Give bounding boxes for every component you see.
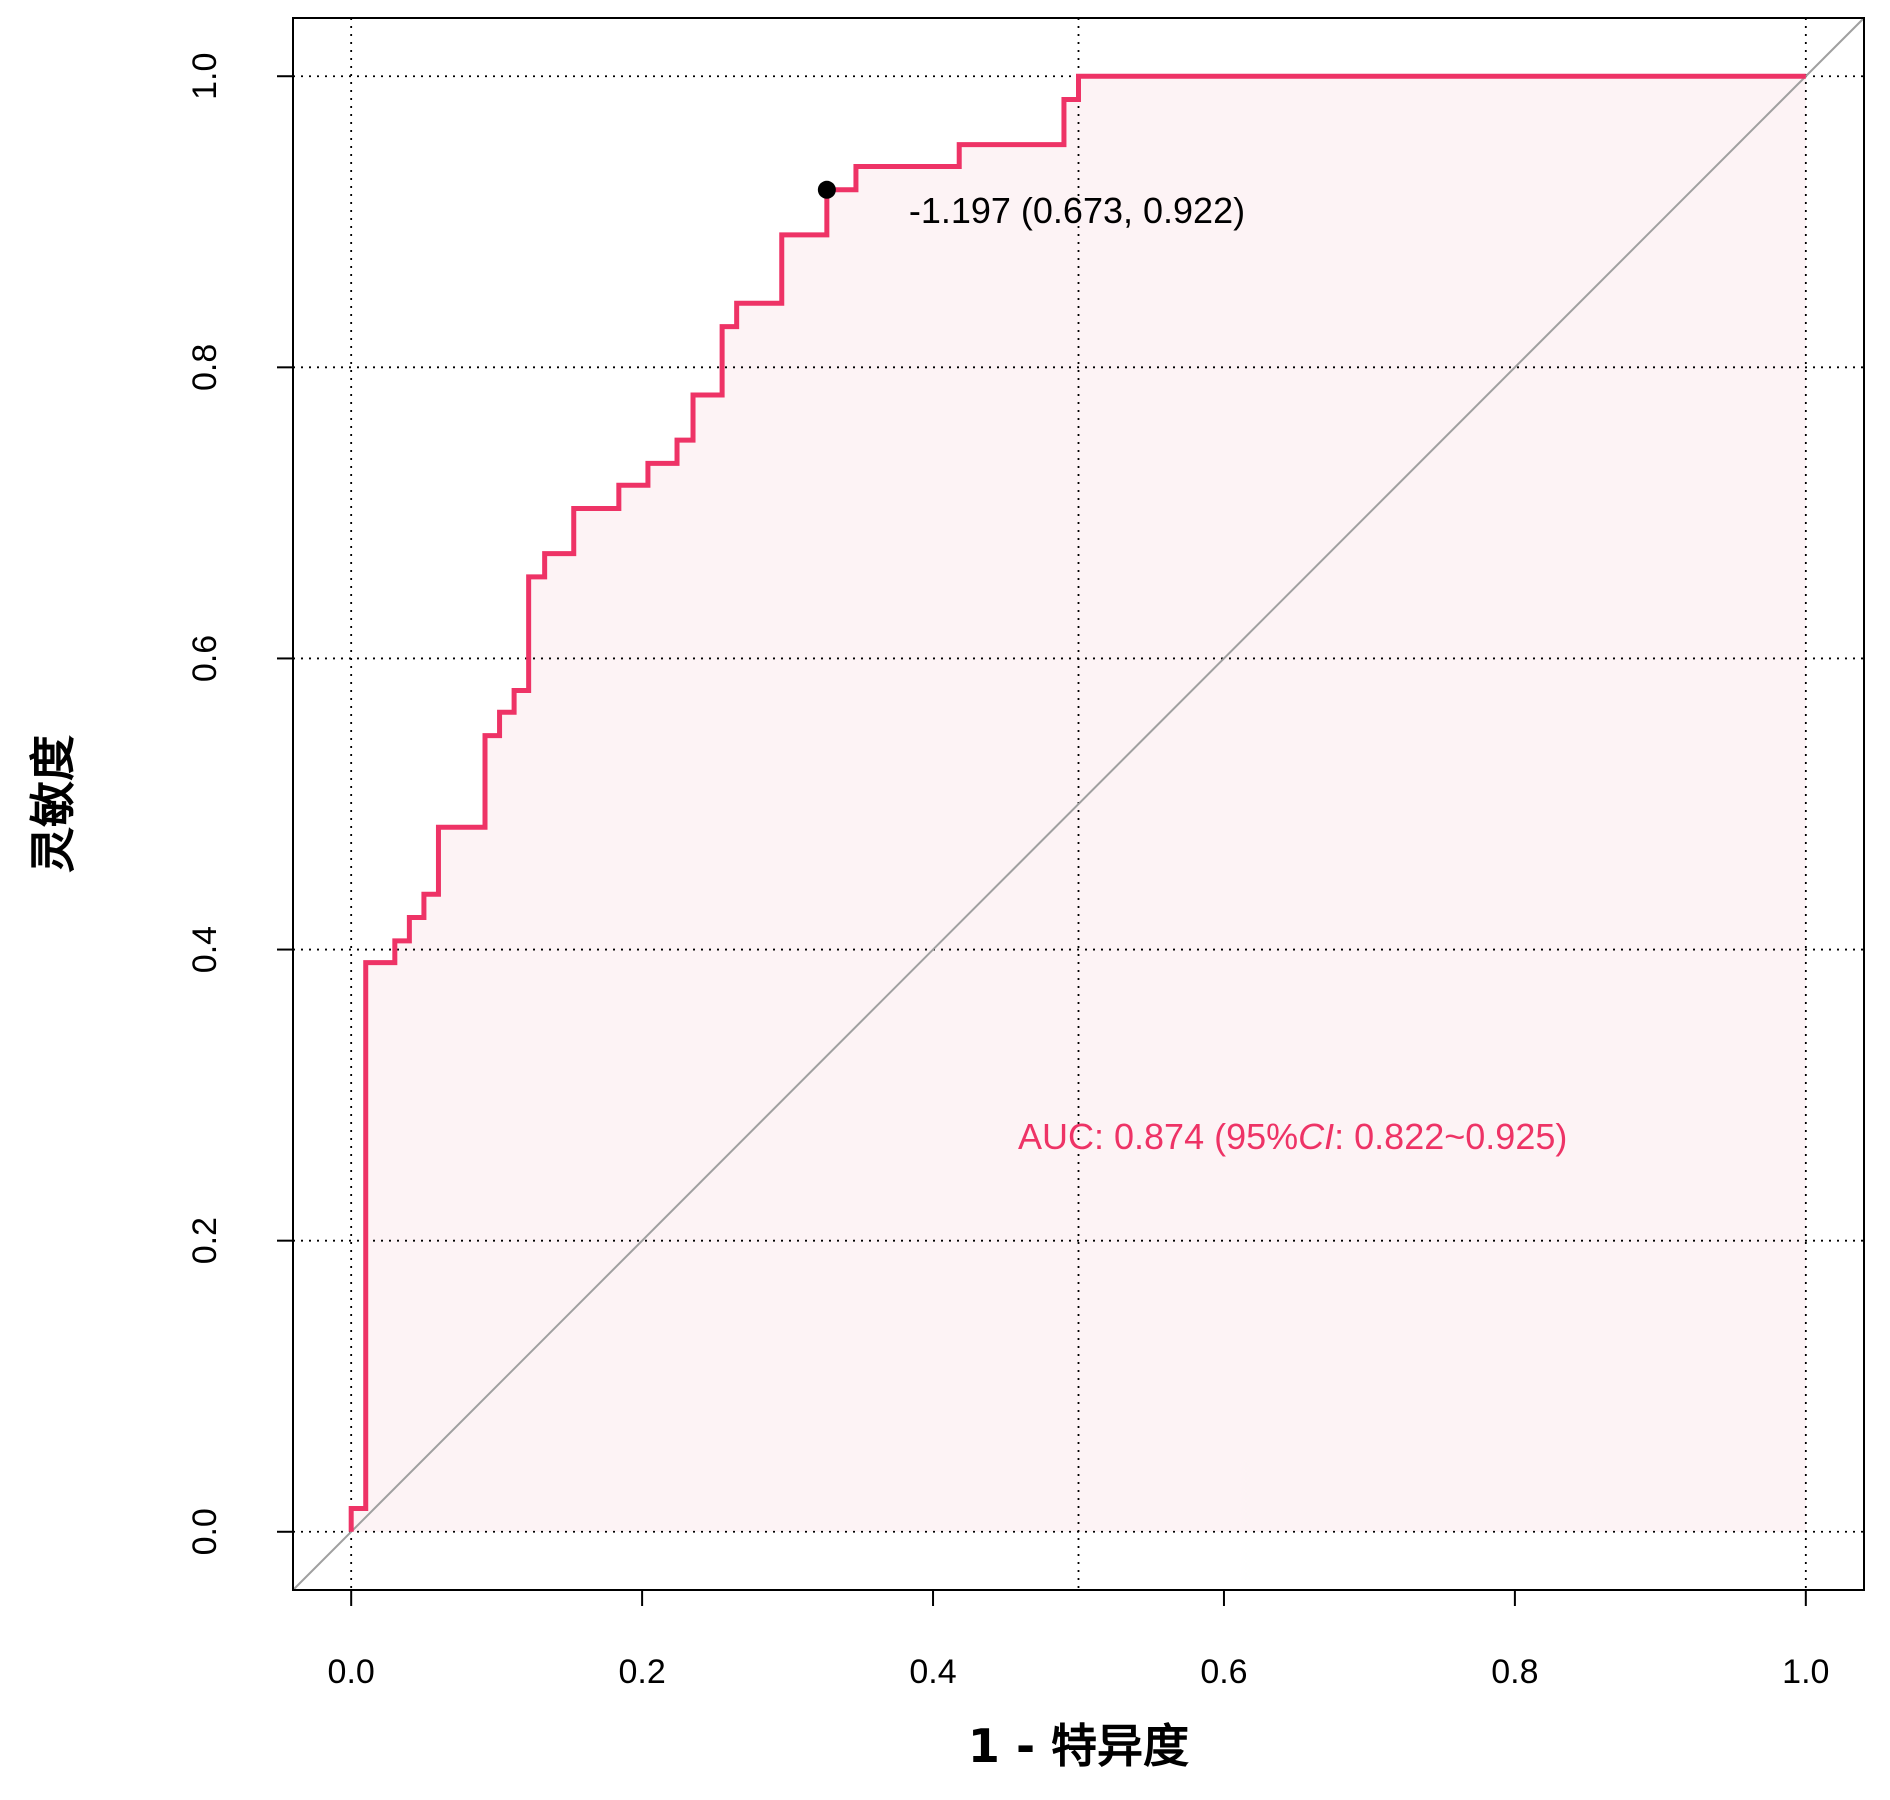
y-tick-label: 0.2 bbox=[186, 1217, 224, 1264]
plot-frame bbox=[292, 17, 1865, 1591]
y-tick-label: 0.0 bbox=[186, 1508, 224, 1555]
x-axis-title: 1 - 特异度 bbox=[968, 1719, 1189, 1773]
auc-label-suffix: : 0.822~0.925) bbox=[1334, 1116, 1567, 1157]
chance-diagonal-line bbox=[292, 17, 1865, 1591]
optimal-cutoff-label: -1.197 (0.673, 0.922) bbox=[909, 190, 1245, 231]
y-axis-title: 灵敏度 bbox=[26, 735, 80, 873]
x-tick-label: 1.0 bbox=[1782, 1653, 1829, 1691]
roc-curve-layer bbox=[348, 73, 1806, 1532]
optimal-cutoff-point bbox=[817, 180, 836, 199]
auc-label-prefix: AUC: 0.874 (95% bbox=[1018, 1116, 1298, 1157]
x-tick-label: 0.6 bbox=[1200, 1653, 1247, 1691]
auc-label: AUC: 0.874 (95%CI: 0.822~0.925) bbox=[1018, 1116, 1567, 1157]
y-tick-label: 0.4 bbox=[186, 926, 224, 973]
y-tick-label: 0.8 bbox=[186, 344, 224, 391]
x-tick-label: 0.4 bbox=[909, 1653, 956, 1691]
annotation-layer: -1.197 (0.673, 0.922) AUC: 0.874 (95%CI:… bbox=[817, 180, 1567, 1157]
auc-label-ci: CI bbox=[1298, 1116, 1334, 1157]
x-tick-label: 0.8 bbox=[1491, 1653, 1538, 1691]
axes-layer: 0.0 0.2 0.4 0.6 0.8 1.0 0.0 0.2 0.4 0.6 0.8 1.0 bbox=[186, 53, 1829, 1691]
y-tick-label: 0.6 bbox=[186, 635, 224, 682]
x-tick-label: 0.0 bbox=[328, 1653, 375, 1691]
diagonal-layer bbox=[292, 17, 1865, 1591]
roc-curve bbox=[348, 73, 1806, 1532]
y-tick-label: 1.0 bbox=[186, 53, 224, 100]
x-tick-label: 0.2 bbox=[618, 1653, 665, 1691]
